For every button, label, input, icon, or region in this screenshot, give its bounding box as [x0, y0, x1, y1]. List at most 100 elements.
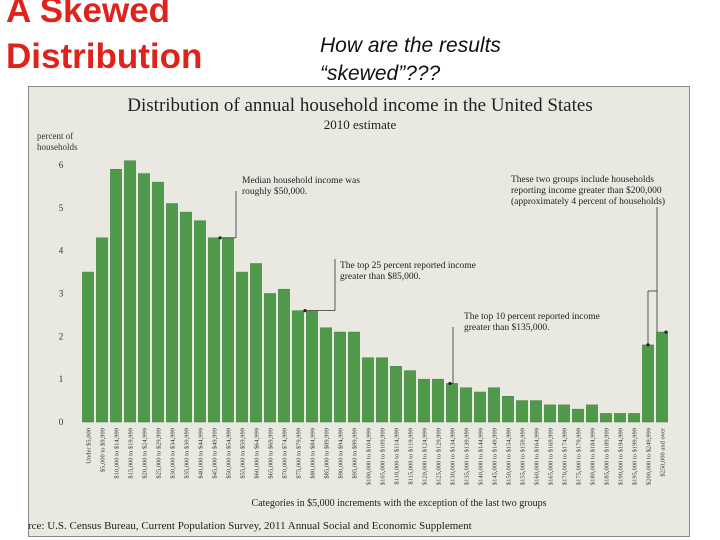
x-tick-label: Under $5,000 [86, 428, 93, 464]
x-tick-label: $165,000 to $169,999 [548, 428, 555, 485]
annotation-top-groups-text: These two groups include households [511, 175, 654, 185]
x-tick-label: $190,000 to $194,999 [618, 428, 625, 485]
x-tick-label: $75,000 to $79,999 [296, 428, 303, 479]
annotation-marker [664, 330, 668, 334]
x-tick-label: $105,000 to $109,999 [380, 428, 387, 485]
bar [390, 366, 402, 423]
bar [334, 331, 346, 423]
y-tick-label: 3 [59, 289, 64, 299]
bar [432, 378, 444, 423]
x-tick-label: $200,000 to $249,999 [646, 428, 653, 485]
y-tick-label: 6 [59, 160, 64, 170]
bar [642, 344, 654, 423]
bar [166, 203, 178, 423]
x-tick-label: $10,000 to $14,999 [114, 428, 121, 479]
bar [222, 237, 234, 423]
bar [250, 263, 262, 423]
x-tick-label: $85,000 to $89,999 [324, 428, 331, 479]
bar [446, 383, 458, 423]
x-tick-label: $160,000 to $164,999 [534, 428, 541, 485]
x-tick-label: $5,000 to $9,999 [100, 428, 107, 472]
bar [544, 404, 556, 423]
x-tick-label: $145,000 to $149,999 [492, 428, 499, 485]
x-tick-label: $175,000 to $179,999 [576, 428, 583, 485]
bar [292, 310, 304, 423]
annotation-median-text: roughly $50,000. [242, 186, 307, 197]
bar [502, 396, 514, 423]
x-tick-label: $15,000 to $19,999 [128, 428, 135, 479]
y-axis-label-line2: households [37, 142, 78, 152]
bar [558, 404, 570, 423]
x-tick-label: $155,000 to $159,999 [520, 428, 527, 485]
bar [180, 211, 192, 423]
bar [208, 237, 220, 423]
chart-subtitle: 2010 estimate [324, 117, 397, 132]
x-tick-label: $40,000 to $44,999 [198, 428, 205, 479]
source-note: rce: U.S. Census Bureau, Current Populat… [28, 520, 472, 532]
x-tick-label: $55,000 to $59,999 [240, 428, 247, 479]
slide-question: How are the results “skewed”??? [320, 32, 501, 88]
chart-figure: Distribution of annual household income … [28, 86, 690, 537]
slide-title-line1: A Skewed [6, 0, 171, 30]
x-tick-label: $95,000 to $99,999 [352, 428, 359, 479]
slide-question-line1: How are the results [320, 34, 501, 57]
x-tick-label: $30,000 to $34,999 [170, 428, 177, 479]
bar [586, 404, 598, 423]
income-bar-chart: Distribution of annual household income … [37, 95, 668, 509]
bar [418, 378, 430, 423]
bar [264, 293, 276, 423]
x-tick-label: $180,000 to $184,999 [590, 428, 597, 485]
y-tick-label: 1 [59, 374, 64, 384]
bar [320, 327, 332, 423]
annotation-median-text: Median household income was [242, 176, 360, 186]
annotation-top25-text: The top 25 percent reported income [340, 261, 476, 271]
bar [376, 357, 388, 423]
bar [138, 173, 150, 423]
annotation-top10-text: The top 10 percent reported income [464, 312, 600, 322]
x-tick-label: $250,000 and over [660, 427, 667, 476]
bar [614, 413, 626, 423]
x-tick-label: $115,000 to $119,999 [408, 428, 415, 485]
annotation-top-groups-text: reporting income greater than $200,000 [511, 185, 662, 196]
bar [348, 331, 360, 423]
bar [474, 391, 486, 423]
slide-question-line2: “skewed”??? [320, 62, 441, 85]
x-tick-label: $65,000 to $69,999 [268, 428, 275, 479]
bar [124, 160, 136, 423]
x-tick-label: $110,000 to $114,999 [394, 428, 401, 485]
y-tick-label: 0 [59, 417, 64, 427]
x-tick-label: $50,000 to $54,999 [226, 428, 233, 479]
x-tick-label: $35,000 to $39,999 [184, 428, 191, 479]
y-tick-label: 2 [59, 331, 64, 341]
bar [110, 169, 122, 423]
bar [194, 220, 206, 423]
bar [530, 400, 542, 423]
bar [278, 288, 290, 423]
bar [152, 181, 164, 423]
x-tick-label: $60,000 to $64,999 [254, 428, 261, 479]
bar [404, 370, 416, 423]
x-tick-label: $120,000 to $124,999 [422, 428, 429, 485]
x-tick-label: $90,000 to $94,999 [338, 428, 345, 479]
bar [82, 271, 94, 423]
x-tick-label: $20,000 to $24,999 [142, 428, 149, 479]
bar [628, 413, 640, 423]
y-tick-label: 5 [59, 203, 64, 213]
x-tick-label: $185,000 to $189,999 [604, 428, 611, 485]
x-tick-label: $80,000 to $84,999 [310, 428, 317, 479]
x-tick-label: $150,000 to $154,999 [506, 428, 513, 485]
annotation-marker [303, 309, 307, 313]
annotation-top-groups-text: (approximately 4 percent of households) [511, 196, 665, 207]
x-tick-label: $45,000 to $49,999 [212, 428, 219, 479]
slide-title: A Skewed Distribution [6, 0, 202, 80]
x-tick-label: $135,000 to $139,999 [464, 428, 471, 485]
annotation-marker [218, 236, 222, 240]
x-tick-label: $100,000 to $104,999 [366, 428, 373, 485]
bar [306, 310, 318, 423]
x-tick-label: $70,000 to $74,999 [282, 428, 289, 479]
bar [236, 271, 248, 423]
annotation-top10-text: greater than $135,000. [464, 322, 549, 333]
bar [656, 331, 668, 423]
bar [488, 387, 500, 423]
annotation-top25-text: greater than $85,000. [340, 271, 421, 282]
